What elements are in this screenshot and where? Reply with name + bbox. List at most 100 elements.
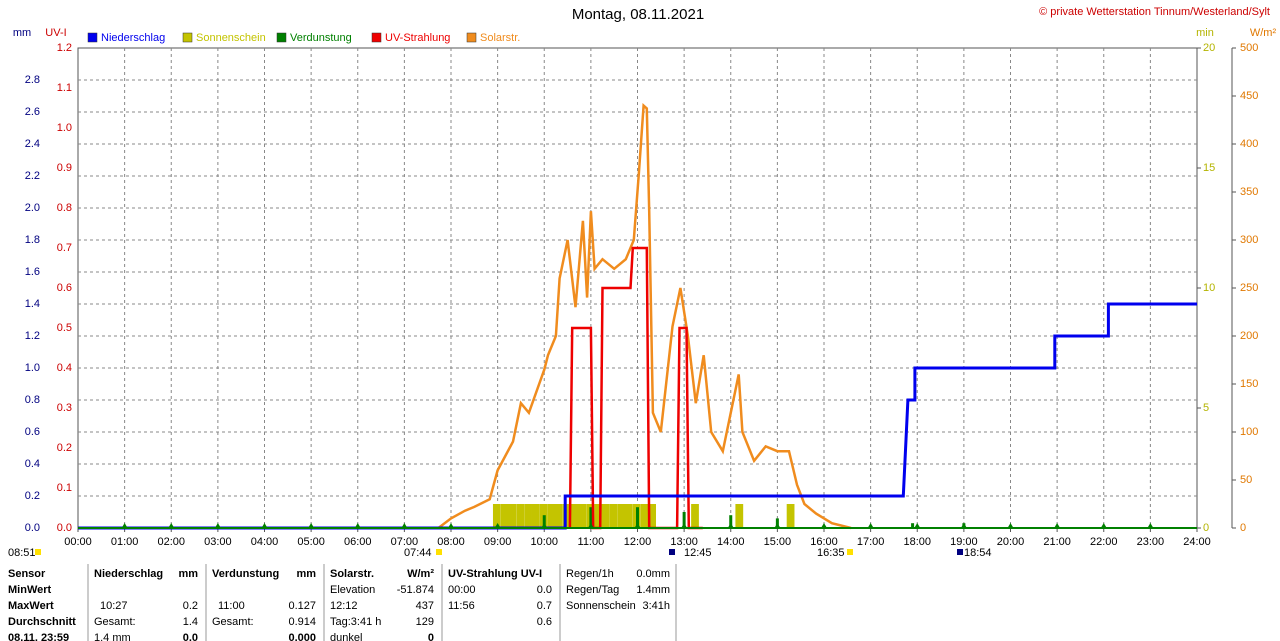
table-cell: Gesamt: [94,616,136,628]
x-tick-label: 07:00 [391,536,419,548]
x-tick-label: 14:00 [717,536,745,548]
x-tick-label: 23:00 [1137,536,1165,548]
y-tick-label: 5 [1203,402,1209,414]
table-cell: 1.4 mm [94,632,131,641]
y-tick-label: 0.8 [25,394,40,406]
x-tick-label: 20:00 [997,536,1025,548]
table-cell: 0.127 [288,600,316,612]
table-cell: Regen/1h [566,568,614,580]
y-tick-label: 2.2 [25,170,40,182]
table-cell: mm [296,568,316,580]
hour-marker [1147,523,1154,528]
x-tick-label: 01:00 [111,536,139,548]
axis-title: UV-I [45,27,66,39]
marker-icon [847,549,853,555]
x-tick-label: 22:00 [1090,536,1118,548]
sunshine-bar [500,504,509,528]
hour-marker [1054,523,1061,528]
table-cell: Tag:3:41 h [330,616,381,628]
y-tick-label: 1.4 [25,298,40,310]
sunshine-bar [570,504,579,528]
table-cell: 0.0 [537,584,552,596]
axis-title: min [1196,27,1214,39]
evaporation-bar [682,512,686,528]
hour-marker [867,523,874,528]
table-cell: 3:41h [642,600,670,612]
hour-marker [1007,523,1014,528]
legend-swatch [276,32,287,43]
hour-marker [914,523,921,528]
time-marker: 18:54 [964,547,992,559]
table-cell: MinWert [8,584,52,596]
sunshine-bar [492,504,501,528]
y-tick-label: 100 [1240,426,1258,438]
x-tick-label: 04:00 [251,536,279,548]
sunshine-bar [601,504,610,528]
x-tick-label: 12:00 [624,536,652,548]
table-cell: 0.000 [288,632,316,641]
hour-marker [727,523,734,528]
legend-swatch [182,32,193,43]
sunshine-bar [617,504,626,528]
table-cell: Durchschnitt [8,616,76,628]
hour-marker [308,523,315,528]
time-marker: 07:44 [404,547,432,559]
sunshine-bar [531,504,540,528]
sunshine-bar [554,504,563,528]
y-tick-label: 1.0 [57,122,72,134]
table-cell: 0.6 [537,616,552,628]
time-marker: 12:45 [684,547,712,559]
table-cell: Elevation [330,584,375,596]
sunshine-bar [624,504,633,528]
y-tick-label: 400 [1240,138,1258,150]
table-cell: 10:27 [100,600,128,612]
y-tick-label: 300 [1240,234,1258,246]
sunshine-bar [547,504,556,528]
table-cell: Niederschlag [94,568,163,580]
table-cell: 0 [428,632,434,641]
evaporation-bar [729,515,733,528]
time-marker: 08:51 [8,547,36,559]
y-tick-label: 0 [1240,522,1246,534]
series-line [78,302,1197,530]
marker-icon [35,549,41,555]
y-tick-label: 250 [1240,282,1258,294]
y-tick-label: 1.0 [25,362,40,374]
x-tick-label: 21:00 [1043,536,1071,548]
x-tick-label: 19:00 [950,536,978,548]
table-cell: Sonnenschein [566,600,636,612]
table-cell: Gesamt: [212,616,254,628]
y-tick-label: 0.3 [57,402,72,414]
hour-marker [168,523,175,528]
hour-marker [401,523,408,528]
y-tick-label: 0.7 [57,242,72,254]
y-tick-label: 50 [1240,474,1252,486]
copyright: © private Wetterstation Tinnum/Westerlan… [1039,6,1270,18]
legend-label: Niederschlag [101,32,165,44]
table-cell: 1.4mm [636,584,670,596]
x-tick-label: 18:00 [903,536,931,548]
x-tick-label: 10:00 [530,536,558,548]
table-cell: 0.0 [183,632,198,641]
chart-title: Montag, 08.11.2021 [572,6,704,23]
hour-marker [354,523,361,528]
hour-marker [1100,523,1107,528]
table-cell: mm [178,568,198,580]
table-cell: 129 [416,616,434,628]
hour-marker [634,523,641,528]
table-cell: UV-Strahlung UV-I [448,568,542,580]
x-tick-label: 02:00 [157,536,185,548]
y-tick-label: 0.4 [25,458,40,470]
sunshine-bar [609,504,618,528]
sunshine-bar [578,504,587,528]
table-cell: 0.2 [183,600,198,612]
sunshine-bar [648,504,656,528]
hour-marker [681,523,688,528]
legend-swatch [371,32,382,43]
hour-marker [960,523,967,528]
table-cell: -51.874 [397,584,434,596]
table-cell: 0.7 [537,600,552,612]
table-cell: MaxWert [8,600,54,612]
